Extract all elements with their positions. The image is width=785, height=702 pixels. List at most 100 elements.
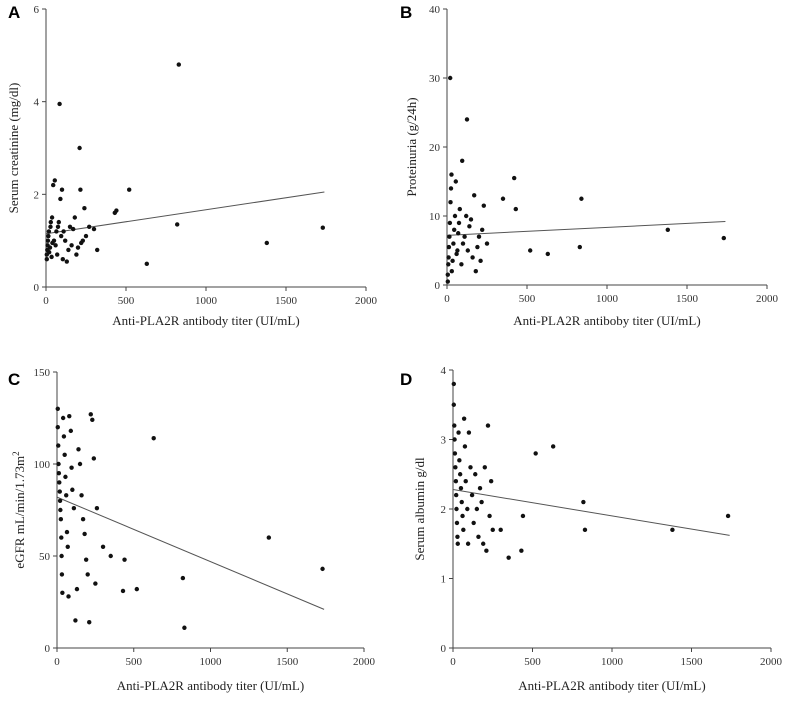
data-point (85, 572, 90, 577)
data-point (513, 206, 518, 212)
data-point (452, 423, 457, 428)
data-point (468, 217, 474, 222)
data-point (453, 492, 459, 498)
data-point (100, 544, 106, 549)
data-point (59, 553, 64, 559)
data-point (87, 224, 92, 229)
data-point (473, 472, 478, 477)
data-point (452, 213, 458, 219)
data-point (49, 254, 54, 260)
y-tick-label: 0 (34, 282, 40, 294)
data-point (74, 586, 80, 592)
data-point (456, 231, 461, 236)
y-tick-label: 20 (429, 142, 441, 154)
data-point (55, 425, 60, 430)
data-point (151, 436, 156, 441)
x-tick-label: 1500 (276, 656, 299, 668)
data-point (506, 555, 511, 560)
data-point (61, 229, 66, 234)
data-point (82, 531, 87, 537)
data-point (453, 465, 458, 470)
data-point (73, 618, 78, 623)
data-point (468, 465, 473, 470)
data-point (579, 196, 584, 201)
x-tick-label: 1000 (200, 656, 223, 668)
data-point (48, 224, 53, 229)
data-point (460, 158, 465, 163)
data-point (64, 529, 70, 535)
data-point (83, 233, 89, 239)
data-point (59, 535, 64, 540)
data-point (459, 499, 464, 505)
data-point (465, 541, 471, 546)
data-point (55, 406, 60, 411)
x-tick-label: 0 (444, 293, 450, 305)
data-point (446, 262, 451, 267)
data-point (454, 506, 459, 512)
data-point (46, 229, 52, 234)
data-point (68, 428, 74, 434)
data-point (55, 224, 61, 229)
data-point (78, 187, 83, 192)
data-point (320, 566, 325, 572)
data-point (665, 227, 670, 232)
data-point (474, 506, 480, 512)
data-point (57, 480, 62, 485)
x-tick-label: 0 (43, 295, 49, 307)
x-tick-label: 500 (118, 295, 135, 307)
x-tick-label: 1000 (596, 293, 619, 305)
regression-line (45, 191, 325, 235)
data-point (460, 513, 465, 519)
data-point (79, 493, 84, 498)
data-point (533, 451, 538, 456)
data-point (459, 262, 464, 267)
data-point (445, 272, 450, 277)
x-axis-label: Anti-PLA2R antibody titer (UI/mL) (518, 678, 705, 693)
data-point (88, 412, 93, 417)
data-point (58, 196, 63, 202)
data-point (472, 193, 477, 198)
y-tick-label: 40 (429, 4, 441, 16)
data-point (77, 461, 83, 467)
data-point (450, 258, 455, 264)
data-point (498, 527, 503, 533)
x-tick-label: 0 (450, 656, 456, 668)
data-point (475, 244, 480, 250)
data-point (451, 381, 456, 387)
x-tick-label: 1500 (681, 656, 704, 668)
data-point (60, 415, 66, 421)
data-point (91, 226, 97, 232)
data-point (465, 506, 470, 512)
data-point (56, 443, 61, 448)
data-point (59, 233, 64, 239)
data-point (122, 557, 127, 562)
data-point (58, 507, 63, 513)
data-point (452, 451, 458, 456)
data-point (91, 456, 97, 461)
data-point (72, 215, 78, 220)
data-point (57, 489, 62, 494)
y-tick-label: 30 (429, 73, 441, 85)
data-point (71, 505, 77, 511)
data-point (473, 269, 478, 274)
panel-letter: D (400, 370, 412, 389)
data-point (582, 527, 588, 533)
data-point (461, 416, 467, 421)
data-point (477, 485, 483, 491)
data-point (447, 220, 453, 226)
data-point (176, 62, 181, 67)
data-point (487, 513, 492, 519)
data-point (446, 244, 452, 250)
data-point (451, 241, 456, 246)
y-tick-label: 100 (34, 459, 51, 471)
x-tick-label: 500 (126, 656, 143, 668)
x-tick-label: 500 (519, 293, 536, 305)
data-point (451, 402, 456, 407)
data-point (63, 474, 68, 480)
data-point (581, 499, 586, 505)
data-point (52, 178, 57, 183)
y-tick-label: 150 (34, 367, 51, 379)
data-point (457, 206, 462, 212)
data-point (69, 243, 74, 248)
data-point (61, 434, 67, 439)
